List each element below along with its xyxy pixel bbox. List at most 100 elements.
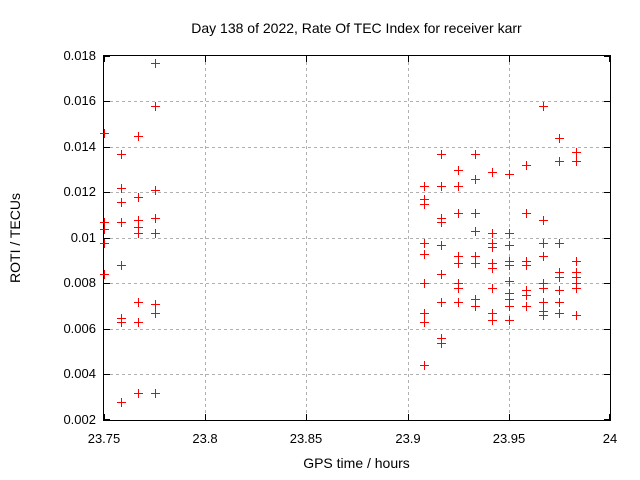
x-axis-label: GPS time / hours	[303, 455, 410, 471]
x-tick-mark	[408, 56, 409, 62]
data-point	[117, 398, 126, 407]
data-point	[117, 150, 126, 159]
data-point	[572, 273, 581, 282]
y-tick-mark	[604, 238, 610, 239]
y-tick-mark	[604, 419, 610, 420]
y-tick-mark	[104, 192, 110, 193]
data-point	[151, 186, 160, 195]
data-point	[100, 239, 109, 248]
x-tick-mark	[306, 414, 307, 420]
data-point	[471, 209, 480, 218]
data-point	[134, 223, 143, 232]
data-point	[151, 214, 160, 223]
data-point	[572, 279, 581, 288]
data-point	[555, 273, 564, 282]
data-point	[505, 289, 514, 298]
y-tick-mark	[104, 283, 110, 284]
data-point	[539, 279, 548, 288]
y-tick-mark	[604, 147, 610, 148]
data-point	[437, 334, 446, 343]
data-point	[488, 284, 497, 293]
data-point	[539, 311, 548, 320]
data-point	[488, 316, 497, 325]
data-point	[572, 311, 581, 320]
gridline-horizontal	[104, 238, 610, 239]
data-point	[100, 129, 109, 138]
y-tick-mark	[104, 329, 110, 330]
y-tick-mark	[604, 329, 610, 330]
data-point	[539, 216, 548, 225]
data-point	[471, 259, 480, 268]
x-tick-mark	[509, 56, 510, 62]
data-point	[555, 134, 564, 143]
data-point	[488, 309, 497, 318]
data-point	[539, 252, 548, 261]
data-point	[555, 298, 564, 307]
x-tick-mark	[509, 414, 510, 420]
data-point	[151, 389, 160, 398]
data-point	[471, 295, 480, 304]
x-tick-label: 23.85	[289, 431, 323, 446]
data-point	[471, 252, 480, 261]
y-tick-mark	[104, 56, 110, 57]
x-tick-mark	[408, 414, 409, 420]
data-point	[134, 229, 143, 238]
data-point	[151, 102, 160, 111]
data-point	[454, 284, 463, 293]
data-point	[572, 257, 581, 266]
x-tick-label: 23.75	[87, 431, 121, 446]
y-tick-label: 0.006	[63, 321, 96, 336]
data-point	[134, 193, 143, 202]
data-point	[488, 243, 497, 252]
gridline-horizontal	[104, 147, 610, 148]
data-point	[134, 216, 143, 225]
data-point	[100, 270, 109, 279]
data-point	[522, 261, 531, 270]
data-point	[454, 279, 463, 288]
gridline-horizontal	[104, 329, 610, 330]
data-point	[117, 184, 126, 193]
gridline-horizontal	[104, 192, 610, 193]
data-point	[454, 298, 463, 307]
data-point	[117, 198, 126, 207]
data-point	[134, 132, 143, 141]
data-point	[134, 298, 143, 307]
data-point	[471, 150, 480, 159]
y-tick-mark	[104, 101, 110, 102]
data-point	[420, 250, 429, 259]
data-point	[420, 195, 429, 204]
y-tick-mark	[104, 374, 110, 375]
data-point	[471, 227, 480, 236]
data-point	[572, 284, 581, 293]
y-tick-mark	[104, 419, 110, 420]
gridline-horizontal	[104, 374, 610, 375]
plot-area	[100, 55, 611, 421]
data-point	[420, 239, 429, 248]
x-tick-mark	[104, 414, 105, 420]
x-tick-mark	[205, 414, 206, 420]
data-point	[454, 259, 463, 268]
data-point	[555, 239, 564, 248]
data-point	[471, 302, 480, 311]
data-point	[572, 268, 581, 277]
data-point	[100, 225, 109, 234]
data-point	[454, 182, 463, 191]
x-tick-mark	[104, 56, 105, 62]
data-point	[134, 318, 143, 327]
data-point	[522, 302, 531, 311]
data-point	[555, 268, 564, 277]
data-point	[454, 252, 463, 261]
data-point	[420, 279, 429, 288]
data-point	[437, 218, 446, 227]
data-point	[488, 259, 497, 268]
data-point	[437, 182, 446, 191]
data-point	[420, 361, 429, 370]
data-point	[522, 286, 531, 295]
x-tick-mark	[609, 414, 610, 420]
y-tick-label: 0.016	[63, 93, 96, 108]
x-tick-label: 23.95	[492, 431, 526, 446]
data-point	[555, 309, 564, 318]
data-point	[437, 270, 446, 279]
y-tick-label: 0.01	[70, 230, 96, 245]
